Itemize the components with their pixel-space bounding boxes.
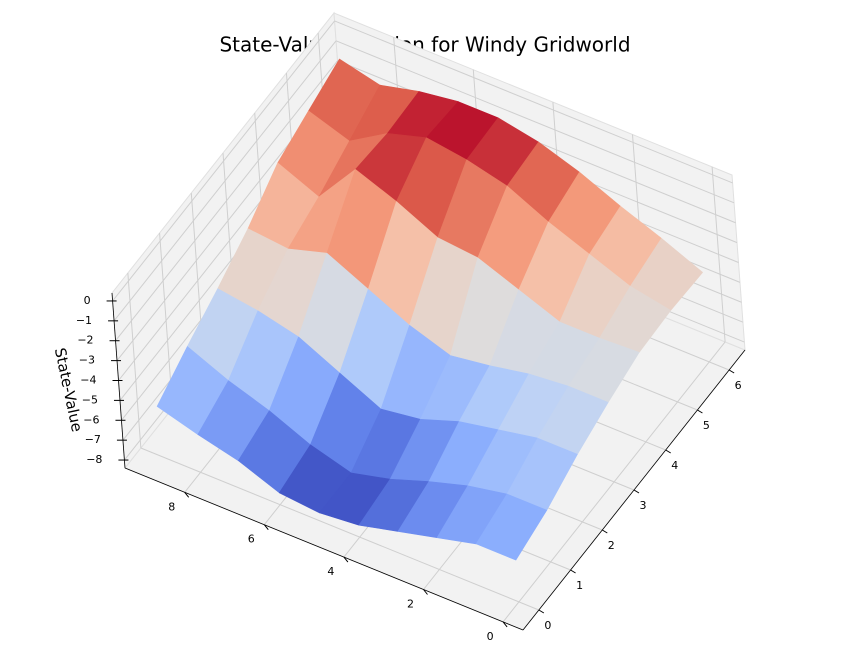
y-tick <box>665 449 671 454</box>
x-tick-label: 0 <box>487 630 494 643</box>
y-tick-label: 6 <box>735 379 742 392</box>
z-grid-line <box>115 60 338 342</box>
z-grid-line <box>113 40 337 322</box>
y-tick-label: 3 <box>640 499 647 512</box>
z-tick-label: −6 <box>83 413 99 426</box>
x-tick <box>502 621 508 628</box>
z-tick-label: −4 <box>80 374 96 387</box>
y-tick <box>602 529 608 534</box>
z-tick-label: −3 <box>79 354 95 367</box>
y-axis-line <box>522 349 746 631</box>
x-tick <box>263 524 269 531</box>
surface-face <box>475 493 548 561</box>
z-tick-label: −2 <box>77 334 93 347</box>
x-axis-line <box>124 467 524 631</box>
x-tick-label: 4 <box>327 565 334 578</box>
y-tick <box>570 569 576 574</box>
z-grid-line <box>334 20 733 184</box>
y-tick <box>697 409 703 414</box>
y-grid-line <box>140 447 540 611</box>
y-tick <box>728 369 735 374</box>
x-tick <box>343 556 349 563</box>
x-tick <box>423 589 428 595</box>
z-tick-label: −7 <box>85 433 101 446</box>
z-tick-label: −8 <box>86 453 102 466</box>
z-axis-line <box>111 292 126 469</box>
y-tick <box>633 489 640 494</box>
y-tick-label: 1 <box>576 579 583 592</box>
z-grid-line <box>112 20 335 302</box>
x-tick-label: 8 <box>168 500 175 513</box>
z-grid-line <box>335 40 735 204</box>
x-tick-label: 6 <box>248 533 255 546</box>
x-tick <box>184 491 190 498</box>
y-tick-label: 0 <box>544 619 551 632</box>
z-tick-label: −5 <box>82 393 98 406</box>
y-tick-label: 4 <box>671 459 678 472</box>
y-tick-label: 5 <box>703 419 710 432</box>
y-tick <box>538 609 545 614</box>
z-tick-label: −1 <box>76 314 92 327</box>
x-tick-label: 2 <box>407 598 414 611</box>
y-tick-label: 2 <box>608 539 615 552</box>
z-tick-label: 0 <box>84 294 91 307</box>
